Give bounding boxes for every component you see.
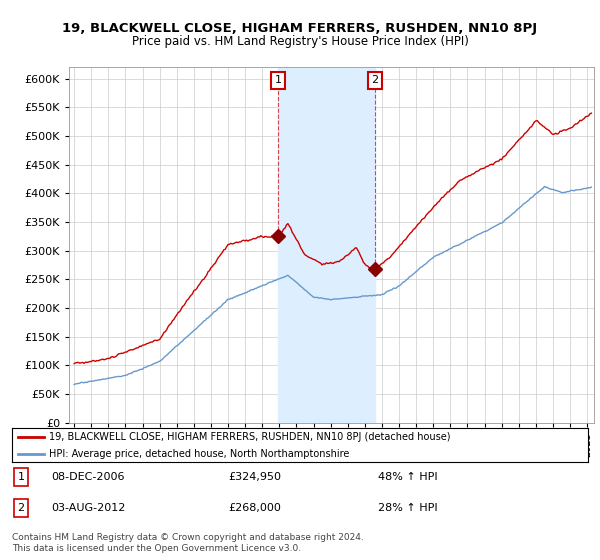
Text: £268,000: £268,000 [228, 503, 281, 513]
Text: 1: 1 [17, 472, 25, 482]
Text: 28% ↑ HPI: 28% ↑ HPI [378, 503, 437, 513]
Bar [278, 67, 375, 423]
Text: HPI: Average price, detached house, North Northamptonshire: HPI: Average price, detached house, Nort… [49, 449, 350, 459]
Text: 1: 1 [274, 76, 281, 85]
Text: 2: 2 [371, 76, 379, 85]
Text: 19, BLACKWELL CLOSE, HIGHAM FERRERS, RUSHDEN, NN10 8PJ: 19, BLACKWELL CLOSE, HIGHAM FERRERS, RUS… [62, 22, 538, 35]
Text: 08-DEC-2006: 08-DEC-2006 [51, 472, 125, 482]
Text: 2: 2 [17, 503, 25, 513]
Text: 48% ↑ HPI: 48% ↑ HPI [378, 472, 437, 482]
Text: 19, BLACKWELL CLOSE, HIGHAM FERRERS, RUSHDEN, NN10 8PJ (detached house): 19, BLACKWELL CLOSE, HIGHAM FERRERS, RUS… [49, 432, 451, 442]
Text: 03-AUG-2012: 03-AUG-2012 [51, 503, 125, 513]
Text: Contains HM Land Registry data © Crown copyright and database right 2024.
This d: Contains HM Land Registry data © Crown c… [12, 533, 364, 553]
Text: £324,950: £324,950 [228, 472, 281, 482]
Text: Price paid vs. HM Land Registry's House Price Index (HPI): Price paid vs. HM Land Registry's House … [131, 35, 469, 48]
